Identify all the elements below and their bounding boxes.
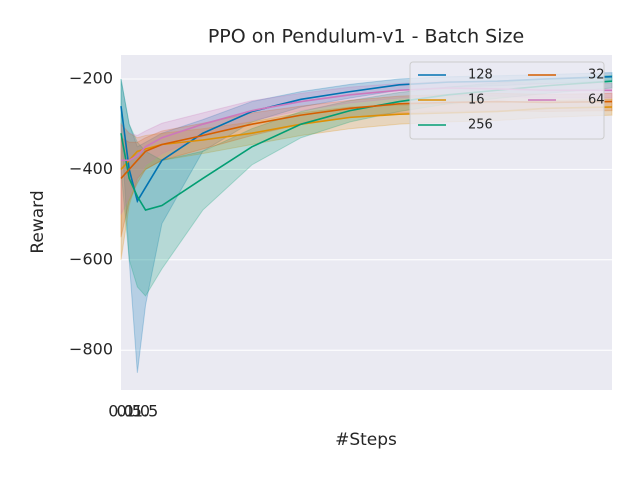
confidence-band [120,72,613,373]
y-tick-label: −200 [69,68,113,87]
confidence-band [120,92,613,238]
confidence-band [120,74,613,297]
x-axis-label: #Steps [335,430,397,450]
legend-label: 16 [468,93,485,108]
x-tick-label: 0.5 [116,402,141,421]
plot-layer [120,72,613,373]
confidence-band [120,98,613,260]
y-tick-label: −800 [69,340,113,359]
y-axis-label: Reward [28,190,48,253]
legend-label: 64 [588,93,605,108]
x-tick-label: 0.0 [108,402,133,421]
y-tick-label: −600 [69,249,113,268]
legend-label: 32 [588,68,605,83]
x-tick-label: 1.0 [125,402,150,421]
legend-box [409,61,605,140]
x-tick-label: 1.5 [133,402,158,421]
y-tick-label: −400 [69,159,113,178]
legend-label: 256 [468,118,493,133]
legend-label: 128 [468,68,493,83]
chart-title: PPO on Pendulum-v1 - Batch Size [208,26,524,48]
